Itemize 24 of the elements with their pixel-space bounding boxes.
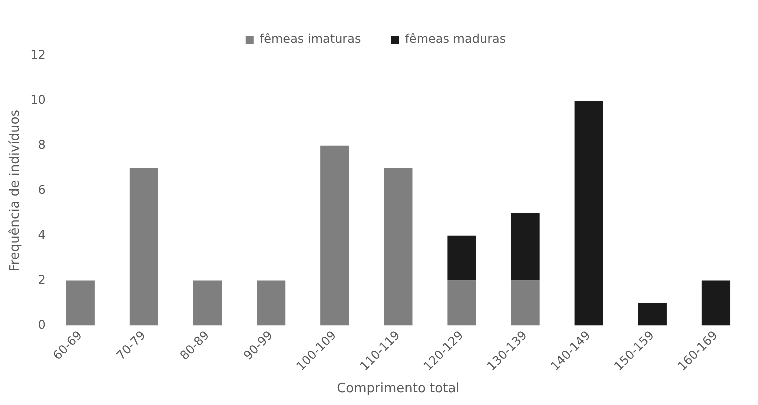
y-tick-label: 12 (30, 48, 46, 62)
bar (702, 280, 731, 326)
bar (66, 280, 95, 326)
bar (511, 280, 540, 326)
bar (193, 280, 222, 326)
bar (257, 280, 286, 326)
legend-label: fêmeas imaturas (260, 32, 362, 46)
x-axis-title: Comprimento total (337, 382, 460, 397)
bar (448, 280, 476, 326)
bar (320, 146, 350, 326)
y-tick-label: 10 (30, 93, 46, 108)
y-axis-title: Frequência de indivíduos (8, 110, 24, 272)
y-tick-label: 2 (38, 272, 46, 287)
y-tick-label: 4 (38, 228, 46, 242)
bar (574, 100, 604, 326)
bar (511, 213, 540, 281)
y-tick-label: 6 (38, 183, 46, 198)
bar (448, 236, 476, 281)
bar (130, 168, 159, 326)
y-tick-label: 8 (38, 138, 46, 152)
bar (384, 168, 413, 326)
y-tick-label: 0 (38, 318, 46, 332)
legend-label: fêmeas maduras (405, 32, 506, 46)
bar (638, 303, 667, 326)
